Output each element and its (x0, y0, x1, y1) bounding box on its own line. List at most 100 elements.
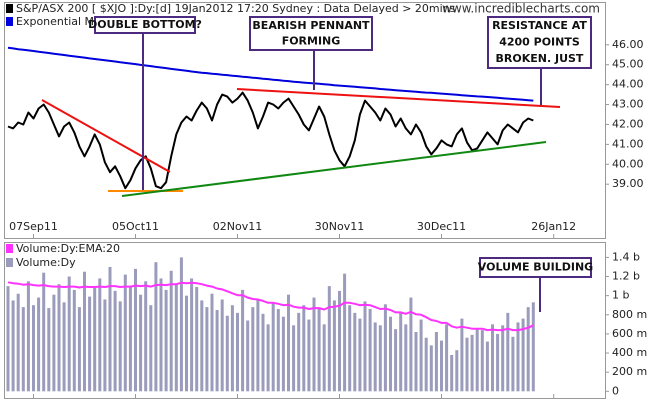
volume-bar (297, 312, 301, 392)
y-tick-label: 45.00 (612, 58, 644, 71)
volume-bar (26, 281, 30, 392)
y-tick-label: 1 b (612, 289, 629, 302)
volume-bar (261, 313, 265, 392)
volume-bar (332, 300, 336, 392)
volume-bar (343, 273, 347, 392)
legend-swatch (6, 258, 13, 267)
annotation-text: VOLUME BUILDING (478, 261, 593, 274)
volume-bar (419, 319, 423, 392)
annotation-text: DOUBLE BOTTOM? (88, 18, 202, 31)
volume-bar (302, 305, 306, 392)
volume-bar (338, 290, 341, 392)
volume-bar (389, 316, 392, 392)
x-tick-label: 26Jan12 (531, 220, 576, 233)
annotation-box (487, 16, 592, 69)
volume-bar (77, 307, 81, 392)
volume-bar (220, 299, 224, 392)
volume-bar (16, 293, 20, 392)
watermark: www.incrediblecharts.com (442, 2, 600, 16)
series-line (7, 46, 534, 102)
volume-bar (414, 332, 418, 392)
y-tick-label: 400 m (612, 346, 647, 359)
volume-bar (521, 318, 525, 392)
volume-bar (516, 322, 520, 392)
volume-bar (200, 300, 204, 392)
volume-bar (271, 302, 275, 392)
volume-bar (317, 308, 321, 392)
volume-panel-frame (4, 242, 606, 399)
volume-bar (93, 288, 97, 392)
legend-swatch (6, 17, 13, 26)
volume-bar (409, 297, 413, 392)
volume-bar (455, 350, 459, 392)
annotation-text: BEARISH PENNANT (252, 19, 370, 32)
volume-bar (429, 345, 433, 392)
volume-bar (11, 300, 15, 392)
volume-bar (47, 308, 51, 392)
y-tick-label: 800 m (612, 308, 647, 321)
volume-bar (383, 304, 387, 392)
y-tick-label: 39.00 (612, 177, 644, 190)
volume-bar (205, 307, 209, 392)
x-tick-label: 05Oct11 (112, 220, 159, 233)
volume-bar (144, 281, 148, 392)
volume-bar (266, 324, 270, 392)
volume-bar (98, 278, 102, 392)
volume-bar (103, 299, 107, 392)
volume-bar (440, 340, 443, 392)
volume-bar (307, 319, 311, 392)
x-tick-label: 07Sep11 (9, 220, 58, 233)
marks-layer: 0 200 m 400 m 600 m 800 m 1 b 1.2 b 1.4 b 39.00 4… (6, 38, 647, 398)
volume-bar (37, 297, 41, 392)
volume-bar (134, 268, 137, 392)
volume-bar (496, 333, 500, 392)
volume-bar (445, 324, 449, 392)
legend-swatch (6, 4, 13, 13)
volume-bar (169, 270, 173, 392)
volume-bar (470, 334, 474, 392)
volume-bar (404, 324, 408, 392)
volume-bar (67, 276, 71, 392)
volume-bar (139, 294, 143, 392)
annotation-box (249, 16, 373, 51)
volume-bar (450, 354, 454, 392)
x-tick-label: 02Nov11 (213, 220, 262, 233)
y-tick-label: 44.00 (612, 78, 644, 91)
volume-bar (256, 299, 260, 392)
volume-bar (118, 301, 122, 392)
volume-bar (149, 305, 153, 392)
y-tick-label: 1.4 b (612, 250, 640, 263)
volume-bar (434, 332, 438, 392)
volume-bar (312, 297, 316, 392)
volume-bar (465, 337, 469, 392)
legend-swatch (6, 244, 13, 253)
y-tick-label: 42.00 (612, 117, 644, 130)
y-tick-label: 1.2 b (612, 270, 640, 283)
volume-bar (531, 302, 535, 392)
volume-bar (88, 296, 92, 392)
volume-bar (57, 284, 61, 392)
volume-bar (230, 305, 234, 392)
annotation-layer: DOUBLE BOTTOM? BEARISH PENNANT FORMING RESI… (88, 16, 593, 312)
volume-bar (108, 266, 112, 392)
legend-label: S&P/ASX 200 [ $XJO ]:Dy:[d] 19Jan2012 17… (16, 2, 456, 15)
annotation-text: FORMING (282, 34, 341, 47)
volume-bar (424, 337, 428, 392)
volume-bar (113, 290, 117, 392)
volume-bar (210, 293, 214, 392)
volume-bar (225, 315, 229, 392)
volume-bar (358, 318, 362, 392)
volume-bar (215, 310, 219, 392)
volume-bar (62, 302, 66, 392)
annotation-text: 4200 POINTS (499, 36, 580, 49)
volume-bar (501, 325, 505, 392)
volume-bar (353, 312, 357, 392)
volume-bar (348, 305, 352, 392)
volume-bar (394, 329, 398, 392)
volume-bar (241, 289, 245, 392)
volume-bar (190, 278, 194, 392)
trendline (41, 99, 171, 173)
volume-bar (480, 330, 484, 392)
